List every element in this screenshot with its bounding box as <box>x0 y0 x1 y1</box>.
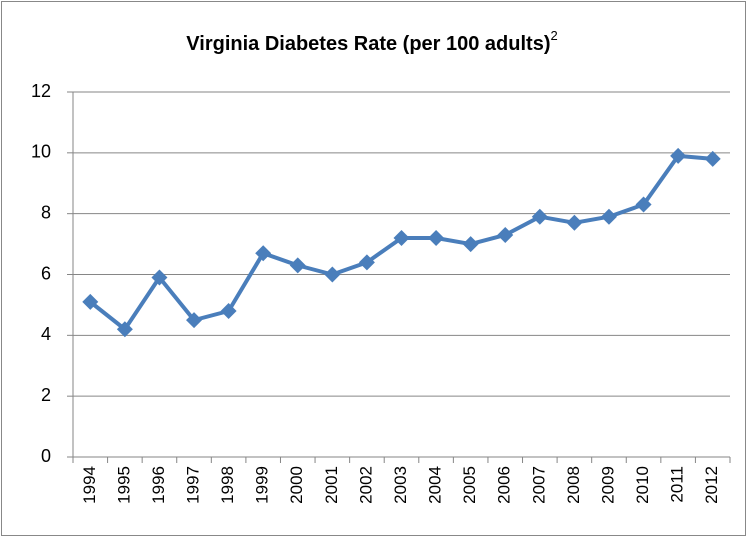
x-tick-label: 1996 <box>149 466 168 504</box>
y-tick-label: 10 <box>31 142 51 162</box>
x-tick-label: 2000 <box>287 466 306 504</box>
x-tick-label: 1995 <box>114 466 133 504</box>
data-marker <box>324 266 341 283</box>
data-marker <box>635 196 652 213</box>
data-marker <box>151 269 168 286</box>
data-marker <box>82 293 99 310</box>
x-tick-label: 1994 <box>80 466 99 504</box>
x-tick-label: 1998 <box>218 466 237 504</box>
data-marker <box>116 321 133 338</box>
x-tick-label: 2004 <box>426 466 445 504</box>
data-marker <box>358 254 375 271</box>
y-tick-label: 4 <box>41 324 51 344</box>
data-marker <box>670 147 687 164</box>
title-superscript: 2 <box>550 28 557 43</box>
y-tick-label: 2 <box>41 385 51 405</box>
x-tick-label: 2008 <box>564 466 583 504</box>
data-marker <box>428 230 445 246</box>
title-text: Virginia Diabetes Rate (per 100 adults) <box>186 33 550 55</box>
data-marker <box>289 257 306 274</box>
x-tick-label: 2010 <box>633 466 652 504</box>
data-marker <box>255 245 272 262</box>
x-tick-label: 2011 <box>668 466 687 503</box>
data-marker <box>531 208 548 225</box>
x-tick-label: 2012 <box>702 466 721 504</box>
x-tick-label: 2007 <box>529 466 548 504</box>
x-tick-label: 2005 <box>460 466 479 504</box>
data-marker <box>600 208 617 225</box>
x-tick-label: 2002 <box>356 466 375 504</box>
data-marker <box>566 214 583 231</box>
data-marker <box>462 236 479 253</box>
data-marker <box>393 230 410 246</box>
y-tick-label: 8 <box>41 202 51 222</box>
y-tick-label: 0 <box>41 446 51 466</box>
x-tick-label: 2009 <box>598 466 617 504</box>
x-tick-label: 2006 <box>495 466 514 504</box>
data-marker <box>497 226 514 243</box>
y-tick-label: 12 <box>31 81 51 101</box>
x-tick-label: 2003 <box>391 466 410 504</box>
chart-title: Virginia Diabetes Rate (per 100 adults)2 <box>186 28 557 55</box>
x-tick-label: 2001 <box>322 466 341 504</box>
data-marker <box>186 312 203 329</box>
x-tick-label: 1999 <box>253 466 272 504</box>
y-tick-label: 6 <box>41 263 51 283</box>
x-tick-label: 1997 <box>184 466 203 504</box>
data-marker <box>220 303 237 319</box>
data-marker <box>704 150 721 167</box>
